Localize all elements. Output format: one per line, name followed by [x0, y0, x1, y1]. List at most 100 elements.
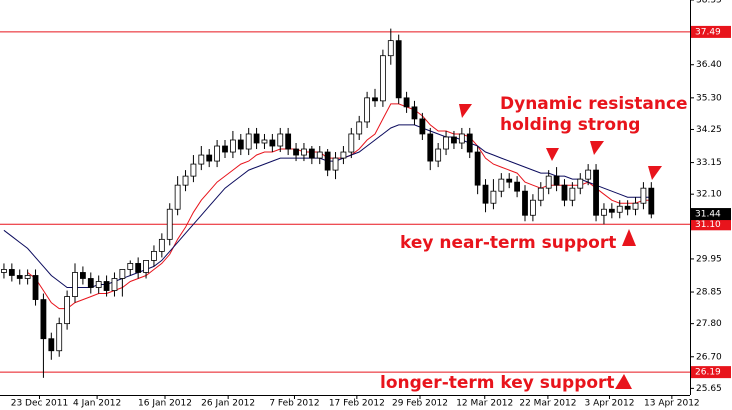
- candle-body: [577, 178, 584, 189]
- y-tick-label: 25.65: [696, 384, 722, 394]
- candle-body: [103, 281, 110, 291]
- candle-body: [182, 175, 189, 186]
- candle-body: [348, 133, 355, 153]
- arrow: [590, 141, 604, 155]
- arrow: [648, 166, 662, 180]
- candle-body: [127, 263, 134, 270]
- candle-body: [458, 133, 465, 144]
- candle-body: [498, 178, 505, 192]
- x-tick-label: 12 Mar 2012: [456, 399, 513, 409]
- level-label-box: [691, 366, 731, 379]
- y-tick-label: 38.55: [696, 0, 722, 6]
- candle-body: [427, 133, 434, 162]
- candle-body: [624, 205, 631, 210]
- candle-body: [206, 154, 213, 162]
- candle-body: [490, 190, 497, 204]
- x-tick-label: 23 Dec 2011: [11, 399, 69, 409]
- candle-body: [506, 178, 513, 183]
- candle-body: [40, 299, 47, 340]
- candle-body: [356, 121, 363, 135]
- arrow: [615, 374, 632, 389]
- candle-body: [222, 145, 228, 153]
- candle-body: [569, 187, 576, 201]
- candle-body: [387, 40, 394, 57]
- arrow: [546, 148, 559, 161]
- level-label-box: [691, 25, 731, 38]
- y-tick-label: 36.40: [696, 60, 722, 70]
- candle-body: [529, 199, 536, 216]
- candle-body: [593, 169, 599, 216]
- candle-body: [608, 208, 615, 213]
- y-tick-label: 32.10: [696, 190, 722, 200]
- candle-body: [143, 260, 149, 273]
- level-label: 37.49: [695, 27, 721, 37]
- candle-body: [253, 133, 260, 144]
- candle-body: [135, 263, 142, 273]
- candle-body: [277, 133, 284, 147]
- candle-body: [364, 97, 371, 123]
- candle-body: [514, 181, 521, 192]
- candle-body: [301, 148, 307, 156]
- candle-body: [522, 190, 528, 216]
- level-label: 31.10: [695, 220, 721, 230]
- plot-area: [0, 28, 690, 378]
- candle-body: [466, 133, 473, 153]
- candle-body: [451, 136, 457, 144]
- candle-body: [174, 184, 181, 210]
- candle-body: [640, 187, 647, 204]
- candle-body: [119, 269, 126, 279]
- candle-body: [324, 151, 331, 171]
- candle-body: [1, 269, 7, 273]
- y-tick-label: 33.15: [696, 158, 722, 168]
- candle-body: [293, 148, 299, 156]
- candle-body: [443, 136, 449, 150]
- candle-body: [616, 205, 623, 213]
- x-tick-label: 29 Feb 2012: [392, 399, 448, 409]
- annotation: key near-term support: [400, 233, 616, 253]
- candle-body: [261, 139, 268, 144]
- candle-body: [229, 139, 236, 153]
- candle-body: [269, 139, 276, 147]
- y-tick-label: 26.70: [696, 352, 722, 362]
- candle-body: [308, 148, 315, 159]
- candle-body: [16, 275, 23, 279]
- candle-body: [316, 151, 323, 159]
- level-label-box: [691, 218, 731, 231]
- candle-body: [411, 106, 418, 120]
- candle-body: [166, 208, 173, 240]
- x-tick-label: 17 Feb 2012: [329, 399, 385, 409]
- candle-body: [190, 163, 197, 177]
- candle-body: [340, 151, 347, 159]
- last-price-box: [691, 208, 731, 221]
- candle-body: [158, 238, 165, 252]
- x-tick-label: 4 Jan 2012: [73, 399, 121, 409]
- candle-body: [24, 275, 31, 279]
- candle-body: [87, 278, 94, 288]
- candle-body: [482, 184, 489, 204]
- candle-body: [214, 145, 221, 162]
- y-tick-label: 35.30: [696, 93, 722, 103]
- arrow: [459, 104, 472, 118]
- y-tick-label: 34.25: [696, 125, 722, 135]
- arrows: [459, 104, 662, 389]
- x-tick-label: 3 Apr 2012: [585, 399, 635, 409]
- y-tick-label: 28.85: [696, 288, 722, 298]
- candle-body: [553, 175, 560, 186]
- arrow: [622, 229, 636, 246]
- candle-body: [379, 55, 386, 102]
- x-tick-label: 22 Mar 2012: [519, 399, 576, 409]
- candle-body: [419, 118, 426, 135]
- candle-body: [198, 154, 205, 165]
- candle-body: [545, 175, 552, 189]
- candle-body: [32, 275, 39, 300]
- last-price-label: 31.44: [695, 210, 721, 220]
- candle-body: [285, 133, 292, 150]
- candle-body: [332, 157, 339, 171]
- candle-body: [395, 40, 402, 99]
- candle-body: [111, 278, 118, 291]
- candle-body: [95, 281, 102, 288]
- candle-body: [403, 97, 410, 108]
- candle-body: [585, 169, 592, 180]
